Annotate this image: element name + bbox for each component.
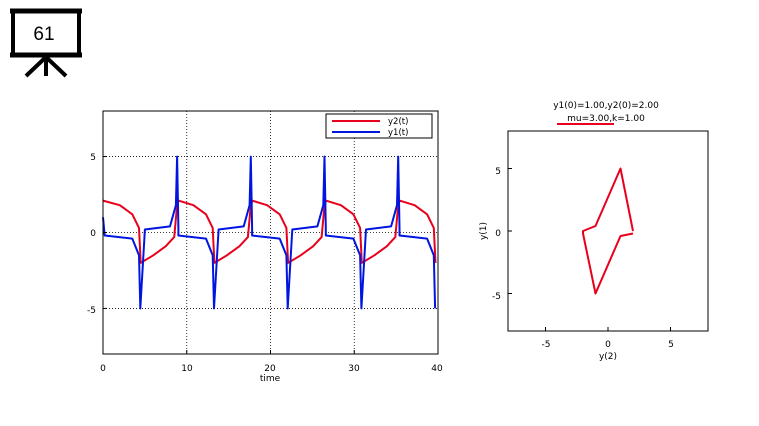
phase-title-line1: y1(0)=1.00,y2(0)=2.00 (553, 101, 659, 111)
y-tick-label: 0 (90, 229, 96, 239)
x-axis-label: time (260, 374, 281, 384)
x-tick-label: 0 (605, 340, 611, 350)
phase-curve (582, 167, 634, 295)
phase-title-line2: mu=3.00,k=1.00 (567, 114, 645, 124)
x-axis-label: y(2) (599, 352, 617, 362)
x-tick-label: 40 (431, 364, 443, 374)
x-tick-label: 30 (348, 364, 360, 374)
series-line-y2 (102, 199, 437, 264)
series-line-y1 (102, 155, 437, 310)
x-tick-label: 10 (181, 364, 193, 374)
y-axis-label: y(1) (479, 222, 489, 240)
x-tick-label: -5 (542, 340, 551, 350)
grid-lines (103, 111, 438, 354)
x-tick-label: 0 (100, 364, 106, 374)
y-tick-label: 5 (495, 167, 501, 177)
phase-plot-frame (507, 130, 709, 332)
slide-number: 61 (33, 24, 55, 45)
x-tick-label: 20 (264, 364, 276, 374)
x-tick-label: 5 (668, 340, 674, 350)
y-tick-label: 5 (90, 153, 96, 163)
presentation-board-icon (10, 8, 82, 78)
y-tick-label: -5 (87, 306, 96, 316)
y-tick-label: -5 (492, 292, 501, 302)
legend-label-y1: y1(t) (388, 128, 408, 138)
legend: y2(t) y1(t) (325, 113, 433, 139)
legend-label-y2: y2(t) (388, 117, 408, 127)
y-tick-label: 0 (495, 229, 501, 239)
